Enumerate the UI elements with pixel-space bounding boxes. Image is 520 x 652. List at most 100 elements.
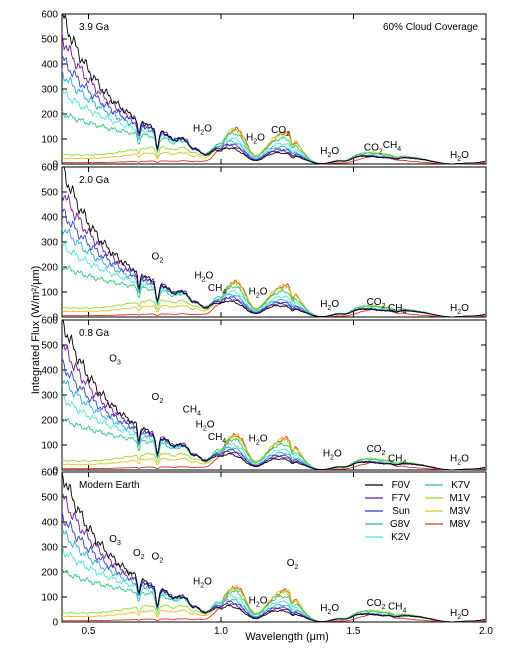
- feature-label: O2: [287, 558, 299, 571]
- series-line-g8v: [61, 69, 486, 165]
- y-axis-title: Integrated Flux (W/m²/μm): [30, 266, 42, 395]
- series-line-sun: [61, 510, 485, 623]
- y-tick-label: 600: [41, 468, 58, 479]
- feature-label: H2O: [320, 603, 339, 616]
- y-tick-label: 0: [52, 313, 58, 324]
- y-tick-label: 100: [41, 593, 58, 604]
- x-tick-label: 1.5: [347, 626, 361, 637]
- legend-entry: M1V: [449, 493, 470, 504]
- series-line-sun: [61, 208, 485, 318]
- feature-label: H2O: [193, 124, 212, 137]
- feature-label: O2: [133, 548, 145, 561]
- feature-label: O3: [109, 353, 121, 366]
- feature-label: O2: [152, 552, 164, 565]
- y-tick-label: 100: [41, 441, 58, 452]
- y-tick-label: 400: [41, 518, 58, 529]
- y-tick-label: 500: [41, 493, 58, 504]
- feature-label: H2O: [450, 303, 469, 316]
- panel-3: 0 100 200 300 400 500 600 0.5 1.0 1.5 2.0 Modern Ea…: [41, 468, 493, 638]
- feature-label: CH4: [383, 140, 401, 153]
- y-tick-label: 500: [41, 341, 58, 352]
- legend-entry: G8V: [390, 519, 410, 530]
- legend: F0V F7V Sun G8V K2V K7V M1V M3V M8V: [365, 480, 470, 543]
- y-tick-label: 300: [41, 238, 58, 249]
- y-tick-label: 200: [41, 568, 58, 579]
- series-line-m1v: [61, 281, 486, 318]
- legend-entry: M3V: [449, 506, 470, 517]
- feature-label: CO2: [364, 142, 383, 155]
- feature-label: H2O: [196, 420, 215, 433]
- feature-label: H2O: [323, 448, 342, 461]
- feature-label: H2O: [193, 577, 212, 590]
- feature-label: H2O: [320, 299, 339, 312]
- y-tick-label: 100: [41, 135, 58, 146]
- feature-label: CH4: [388, 602, 406, 615]
- feature-label: CH4: [208, 432, 226, 445]
- panels-group: 0 100 200 300 400 500 600 3.9 Ga 60% Cloud Cover…: [41, 10, 493, 638]
- feature-label: H2O: [450, 453, 469, 466]
- feature-label: H2O: [320, 146, 339, 159]
- y-tick-label: 400: [41, 60, 58, 71]
- legend-entry: Sun: [392, 506, 410, 517]
- y-tick-label: 100: [41, 288, 58, 299]
- series-line-m1v: [61, 434, 485, 471]
- y-tick-label: 200: [41, 263, 58, 274]
- panel-label: 0.8 Ga: [79, 328, 109, 339]
- series-line-k7v: [61, 569, 485, 623]
- feature-label: O2: [152, 252, 164, 265]
- feature-label: H2O: [246, 132, 265, 145]
- feature-label: CO2: [367, 444, 386, 457]
- y-tick-label: 500: [41, 188, 58, 199]
- feature-label: H2O: [450, 150, 469, 163]
- feature-label: H2O: [249, 287, 268, 300]
- y-tick-label: 600: [41, 163, 58, 174]
- feature-label: H2O: [249, 433, 268, 446]
- x-tick-label: 1.0: [214, 626, 228, 637]
- series-line-f0v: [61, 13, 486, 165]
- legend-entry: K7V: [451, 480, 470, 491]
- y-tick-label: 200: [41, 416, 58, 427]
- x-tick-label: 2.0: [479, 626, 493, 637]
- y-tick-label: 0: [52, 160, 58, 171]
- series-line-f0v: [61, 166, 485, 318]
- feature-label: CH4: [388, 453, 406, 466]
- legend-entry: M8V: [449, 519, 470, 530]
- panel-label: 3.9 Ga: [79, 22, 109, 33]
- legend-entry: F7V: [392, 493, 411, 504]
- y-tick-label: 200: [41, 110, 58, 121]
- series-line-f0v: [62, 319, 485, 471]
- y-tick-label: 300: [41, 85, 58, 96]
- series-line-f7v: [61, 492, 485, 623]
- x-axis-title: Wavelength (μm): [245, 631, 329, 643]
- y-tick-label: 300: [41, 543, 58, 554]
- feature-label: CO2: [367, 598, 386, 611]
- y-tick-label: 600: [41, 316, 58, 327]
- legend-entry: F0V: [392, 480, 411, 491]
- series-line-f0v: [61, 471, 486, 623]
- feature-label: CO2: [271, 125, 290, 138]
- panel-0: 0 100 200 300 400 500 600 3.9 Ga 60% Cloud Cover…: [41, 10, 487, 171]
- y-tick-label: 300: [41, 391, 58, 402]
- series-line-f7v: [61, 32, 485, 165]
- x-tick-label: 0.5: [82, 626, 96, 637]
- panel-frame: [61, 471, 487, 623]
- legend-entry: K2V: [391, 532, 410, 543]
- series-line-sun: [61, 55, 485, 165]
- y-tick-label: 0: [52, 466, 58, 477]
- series-line-k2v: [61, 546, 485, 623]
- feature-label: H2O: [249, 595, 268, 608]
- feature-label: CH4: [183, 405, 201, 418]
- feature-label: H2O: [194, 270, 213, 283]
- series-line-m1v: [61, 128, 485, 165]
- feature-label: O2: [152, 392, 164, 405]
- y-tick-label: 400: [41, 213, 58, 224]
- feature-label: O3: [109, 534, 121, 547]
- y-tick-label: 0: [52, 618, 58, 629]
- y-tick-label: 600: [41, 10, 58, 21]
- y-tick-label: 500: [41, 35, 58, 46]
- panel-note: 60% Cloud Coverage: [383, 22, 478, 33]
- feature-label: CH4: [208, 283, 226, 296]
